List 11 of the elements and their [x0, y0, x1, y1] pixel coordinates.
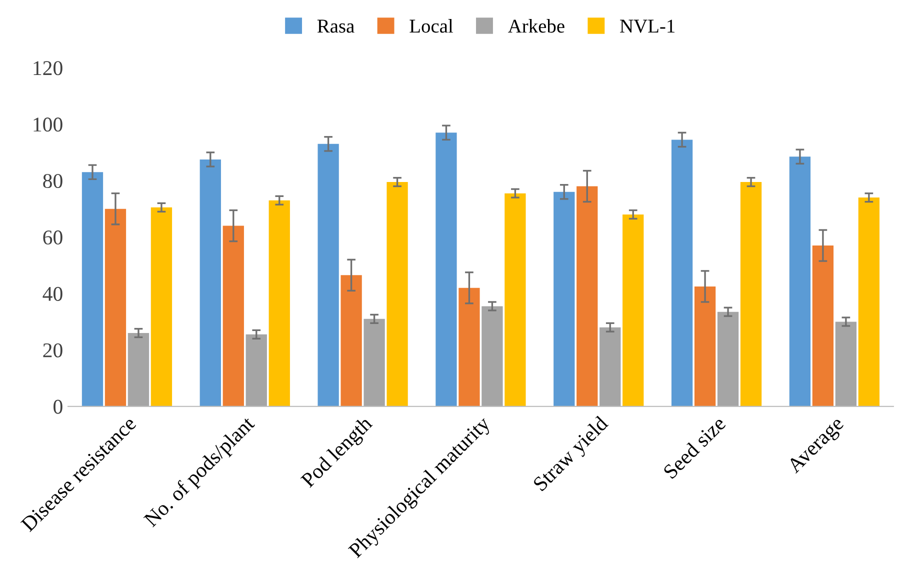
y-tick-label: 0	[54, 400, 62, 414]
y-tick-label: 20	[43, 343, 62, 358]
legend-label: NVL-1	[620, 20, 674, 33]
y-tick-label: 80	[43, 174, 62, 188]
legend-label: Local	[410, 19, 453, 33]
y-tick-label: 40	[42, 286, 62, 301]
y-tick-label: 60	[43, 230, 62, 244]
y-tick-label: 120	[34, 61, 62, 76]
y-tick-label: 100	[34, 118, 62, 132]
legend-label: Rasa	[317, 20, 354, 33]
legend-label: Arkebe	[508, 19, 564, 33]
